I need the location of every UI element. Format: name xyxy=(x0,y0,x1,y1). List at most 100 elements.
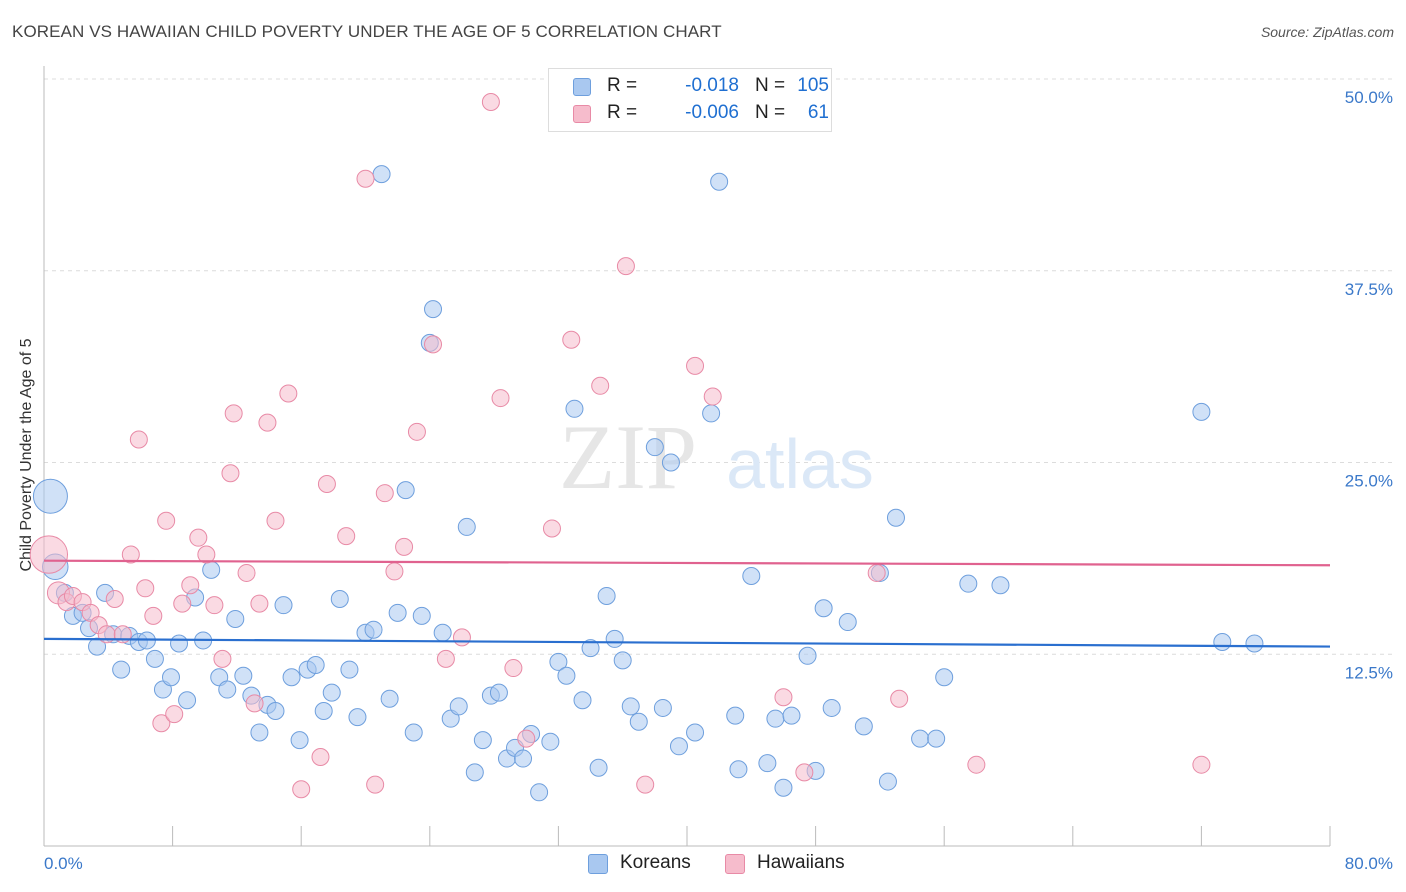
korean-trend-line xyxy=(43,637,1331,648)
hawaiian-r-value: -0.006 xyxy=(685,102,739,123)
hawaiian-point xyxy=(395,537,414,556)
korean-point xyxy=(465,763,484,782)
korean-point xyxy=(396,481,415,500)
hawaiian-point xyxy=(636,775,655,794)
korean-point xyxy=(266,702,285,721)
hawaiian-point xyxy=(436,649,455,668)
hawaiian-trend-line xyxy=(43,559,1331,567)
hawaiian-point xyxy=(266,511,285,530)
hawaiian-point xyxy=(121,545,140,564)
korean-point xyxy=(218,680,237,699)
korean-point xyxy=(645,438,664,457)
korean-point xyxy=(514,749,533,768)
korean-point xyxy=(372,165,391,184)
hawaiian-point xyxy=(237,563,256,582)
korean-point xyxy=(589,758,608,777)
korean-point xyxy=(854,717,873,736)
korean-point xyxy=(412,606,431,625)
korean-point xyxy=(250,723,269,742)
hawaiian-point xyxy=(213,649,232,668)
korean-point xyxy=(145,649,164,668)
r-label: R = xyxy=(607,75,638,96)
hawaiian-point xyxy=(152,714,171,733)
hawaiian-point xyxy=(173,594,192,613)
korean-point xyxy=(878,772,897,791)
korean-point xyxy=(758,754,777,773)
korean-point xyxy=(991,576,1010,595)
korean-point xyxy=(613,651,632,670)
hawaiian-point xyxy=(366,775,385,794)
korean-point xyxy=(565,399,584,418)
y-tick-label: 12.5% xyxy=(1345,663,1393,682)
correlation-legend: R = -0.018 N = 105 R = -0.006 N = 61 xyxy=(548,68,832,132)
korean-point xyxy=(605,629,624,648)
x-tick-label: 80.0% xyxy=(1345,854,1393,873)
hawaiian-point xyxy=(136,579,155,598)
korean-point xyxy=(433,623,452,642)
korean-point xyxy=(710,172,729,191)
korean-point xyxy=(661,453,680,472)
korean-point xyxy=(489,683,508,702)
korean-legend-label: Koreans xyxy=(620,852,691,873)
hawaiian-point xyxy=(967,755,986,774)
hawaiian-point xyxy=(591,376,610,395)
hawaiian-point xyxy=(703,387,722,406)
hawaiian-point xyxy=(375,484,394,503)
hawaiian-point xyxy=(157,511,176,530)
hawaiian-point xyxy=(258,413,277,432)
korean-point xyxy=(457,517,476,536)
hawaiian-point xyxy=(197,545,216,564)
hawaiian-point xyxy=(129,430,148,449)
y-tick-label: 37.5% xyxy=(1345,280,1393,299)
hawaiian-point xyxy=(562,330,581,349)
hawaiian-point xyxy=(317,474,336,493)
hawaiian-point xyxy=(385,562,404,581)
y-tick-label: 50.0% xyxy=(1345,88,1393,107)
watermark-atlas: atlas xyxy=(726,425,874,503)
korean-point xyxy=(32,478,68,514)
korean-point xyxy=(549,652,568,671)
korean-point xyxy=(822,698,841,717)
korean-point xyxy=(927,729,946,748)
korean-point xyxy=(88,637,107,656)
korean-point xyxy=(669,737,688,756)
hawaiian-point xyxy=(407,422,426,441)
korean-point xyxy=(161,668,180,687)
hawaiian-point xyxy=(481,93,500,112)
korean-point xyxy=(306,655,325,674)
hawaiian-point xyxy=(542,519,561,538)
watermark: ZIP atlas xyxy=(559,406,874,508)
hawaiian-point xyxy=(424,335,443,354)
hawaiian-point xyxy=(1192,755,1211,774)
korean-point xyxy=(322,683,341,702)
hawaiian-point xyxy=(491,389,510,408)
hawaiian-point xyxy=(105,590,124,609)
korean-point xyxy=(530,783,549,802)
hawaiian-point xyxy=(795,763,814,782)
korean-point xyxy=(1192,402,1211,421)
tick-labels: 12.5% 25.0% 37.5% 50.0% 0.0% 80.0% xyxy=(44,88,1393,873)
hawaiian-point xyxy=(686,356,705,375)
hawaiian-point xyxy=(337,527,356,546)
korean-point xyxy=(178,691,197,710)
korean-legend-swatch xyxy=(588,854,608,874)
korean-point xyxy=(388,603,407,622)
hawaiian-point xyxy=(774,688,793,707)
korean-point xyxy=(404,723,423,742)
hawaiian-legend-label: Hawaiians xyxy=(757,852,845,873)
korean-point xyxy=(449,697,468,716)
korean-point xyxy=(702,404,721,423)
korean-point xyxy=(274,596,293,615)
korean-swatch xyxy=(573,78,591,96)
source-label: Source: ZipAtlas.com xyxy=(1260,24,1394,40)
korean-point xyxy=(597,586,616,605)
hawaiian-legend-swatch xyxy=(725,854,745,874)
hawaiian-point xyxy=(517,729,536,748)
hawaiian-point xyxy=(504,659,523,678)
korean-point xyxy=(314,702,333,721)
hawaiian-point xyxy=(144,606,163,625)
n-label: N = xyxy=(755,75,786,96)
korean-point xyxy=(380,689,399,708)
hawaiian-swatch xyxy=(573,105,591,123)
